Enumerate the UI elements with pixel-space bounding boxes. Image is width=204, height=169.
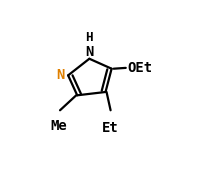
Text: OEt: OEt: [127, 61, 152, 75]
Text: N: N: [85, 45, 93, 59]
Text: N: N: [55, 68, 64, 82]
Text: Me: Me: [50, 119, 67, 133]
Text: Et: Et: [102, 121, 118, 135]
Text: H: H: [85, 31, 93, 44]
